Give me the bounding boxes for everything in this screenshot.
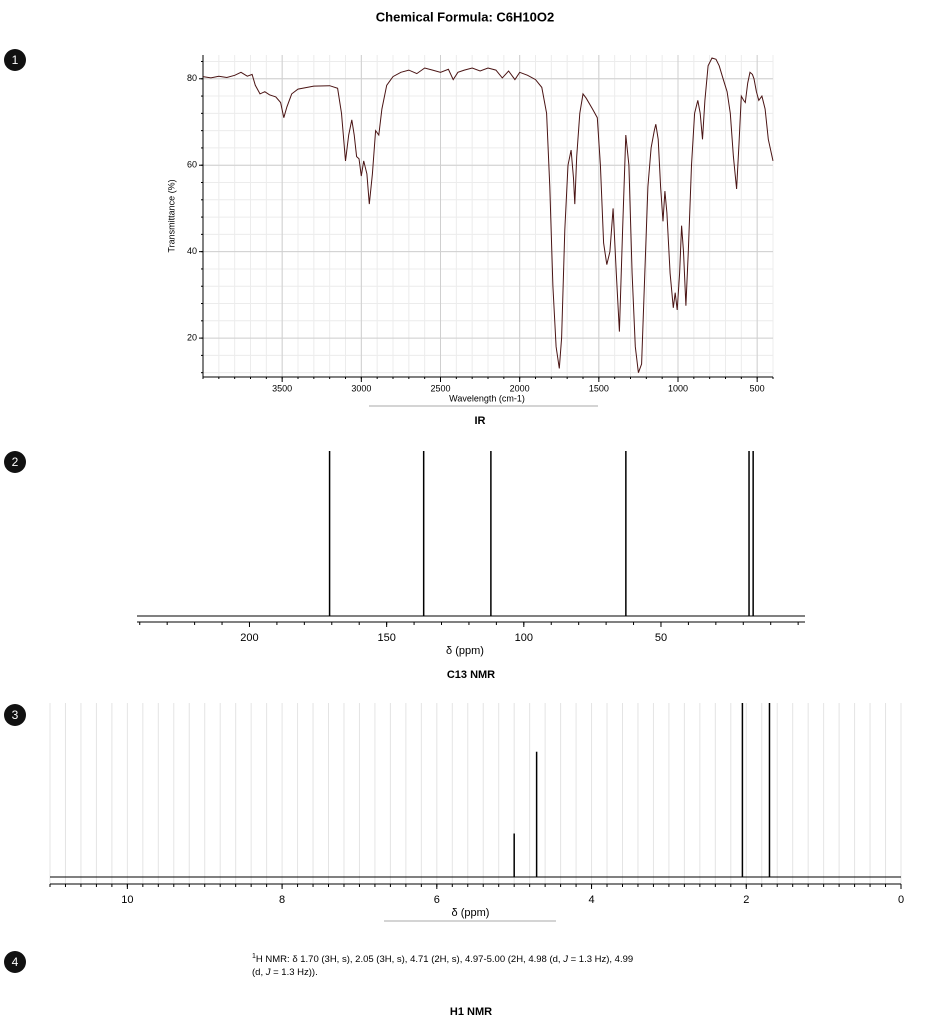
x-tick-label: 200 (240, 632, 258, 644)
x-tick-label: 2000 (510, 383, 530, 393)
x-tick-label: 3500 (272, 383, 292, 393)
x-axis-label: δ (ppm) (446, 645, 484, 657)
y-axis-label: Transmittance (%) (166, 179, 176, 252)
x-tick-label: 150 (377, 632, 395, 644)
desc-text: = 1.3 Hz), 4.99 (567, 954, 634, 966)
desc-text: (d, (252, 967, 266, 979)
x-axis-label: Wavelength (cm-1) (449, 393, 525, 403)
page-title: Chemical Formula: C6H10O2 (376, 9, 554, 24)
x-tick-label: 10 (121, 894, 133, 906)
y-tick-label: 40 (187, 246, 197, 256)
x-tick-label: 1500 (589, 383, 609, 393)
step-marker (4, 451, 26, 473)
x-tick-label: 1000 (668, 383, 688, 393)
sup: 1 (252, 953, 256, 960)
x-tick-label: 2500 (430, 383, 450, 393)
y-tick-label: 60 (187, 160, 197, 170)
step-number: 3 (12, 708, 19, 722)
y-tick-label: 20 (187, 332, 197, 342)
step-number: 1 (12, 53, 19, 67)
x-tick-label: 6 (434, 894, 440, 906)
x-tick-label: 0 (898, 894, 904, 906)
y-tick-label: 80 (187, 73, 197, 83)
step-marker (4, 951, 26, 973)
step-number: 4 (12, 955, 19, 969)
h1-description: 1H NMR: δ 1.70 (3H, s), 2.05 (3H, s), 4.… (252, 950, 732, 979)
step-marker (4, 704, 26, 726)
desc-text: H NMR: δ 1.70 (3H, s), 2.05 (3H, s), 4.7… (255, 954, 564, 966)
desc-j: J (563, 954, 568, 966)
x-tick-label: 4 (588, 894, 594, 906)
chart-caption: IR (475, 415, 486, 427)
chart-caption: C13 NMR (447, 669, 495, 681)
step-marker (4, 49, 26, 71)
desc-j: J (265, 967, 271, 979)
x-tick-label: 3000 (351, 383, 371, 393)
x-tick-label: 50 (655, 632, 667, 644)
ir-trace (202, 57, 774, 373)
x-tick-label: 2 (743, 894, 749, 906)
x-tick-label: 100 (515, 632, 533, 644)
chart-caption: H1 NMR (450, 1006, 492, 1018)
x-tick-label: 8 (279, 894, 285, 906)
x-tick-label: 500 (750, 383, 765, 393)
step-number: 2 (12, 455, 19, 469)
desc-text: = 1.3 Hz)). (270, 967, 318, 979)
x-axis-label: δ (ppm) (452, 907, 490, 919)
